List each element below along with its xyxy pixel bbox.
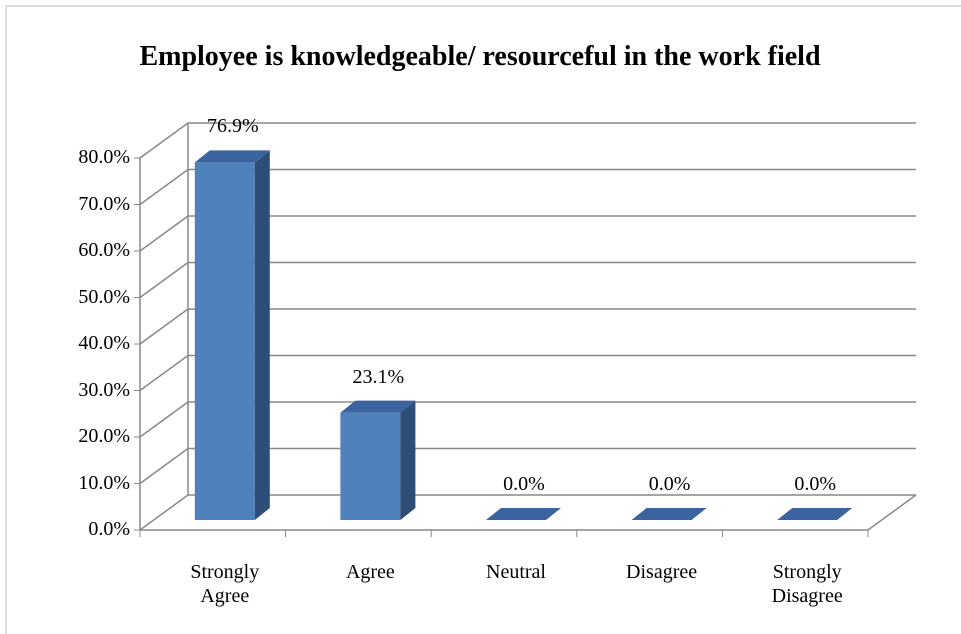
y-tick-label: 0.0% xyxy=(88,518,130,540)
y-tick-label: 20.0% xyxy=(78,425,130,447)
bar-top xyxy=(631,508,707,520)
value-label: 0.0% xyxy=(794,473,837,495)
bar-top xyxy=(194,150,270,163)
grid-line xyxy=(139,401,916,438)
x-tick-label: Agree xyxy=(345,561,395,583)
bar-side xyxy=(254,150,270,521)
grid-line xyxy=(139,261,916,299)
grid-line xyxy=(139,494,916,531)
grid-line xyxy=(139,215,916,252)
bar-front xyxy=(194,162,255,521)
bar xyxy=(486,508,561,520)
bar xyxy=(777,508,853,520)
bar-top xyxy=(777,508,853,520)
bar-side xyxy=(400,400,416,520)
grid-line xyxy=(139,354,916,392)
value-label: 23.1% xyxy=(352,365,405,388)
x-tick-label: Strongly Agree xyxy=(190,561,260,607)
bar-top xyxy=(486,508,561,520)
x-tick-label: Disagree xyxy=(626,561,698,583)
x-tick-label: Neutral xyxy=(486,561,546,583)
value-label: 0.0% xyxy=(503,473,545,495)
y-tick-label: 70.0% xyxy=(78,192,130,215)
chart-title: Employee is knowledgeable/ resourceful i… xyxy=(139,41,821,72)
y-tick-label: 50.0% xyxy=(78,285,130,308)
grid-line xyxy=(139,122,916,159)
chart-border xyxy=(5,5,961,634)
value-label: 0.0% xyxy=(648,473,691,495)
bar xyxy=(340,400,416,520)
x-tick-label: Strongly Disagree xyxy=(771,561,843,607)
y-tick-label: 60.0% xyxy=(78,239,130,261)
grid-line xyxy=(139,168,916,206)
y-tick-label: 40.0% xyxy=(78,332,130,354)
bar xyxy=(194,150,270,521)
y-tick-label: 80.0% xyxy=(78,146,130,168)
bar xyxy=(631,508,707,520)
bar-top xyxy=(340,400,416,413)
value-label: 76.9% xyxy=(206,115,259,138)
bar-front xyxy=(340,412,401,520)
y-tick-label: 10.0% xyxy=(78,471,130,494)
grid-line xyxy=(139,447,916,485)
grid-line xyxy=(139,308,916,345)
y-tick-label: 30.0% xyxy=(78,378,130,401)
